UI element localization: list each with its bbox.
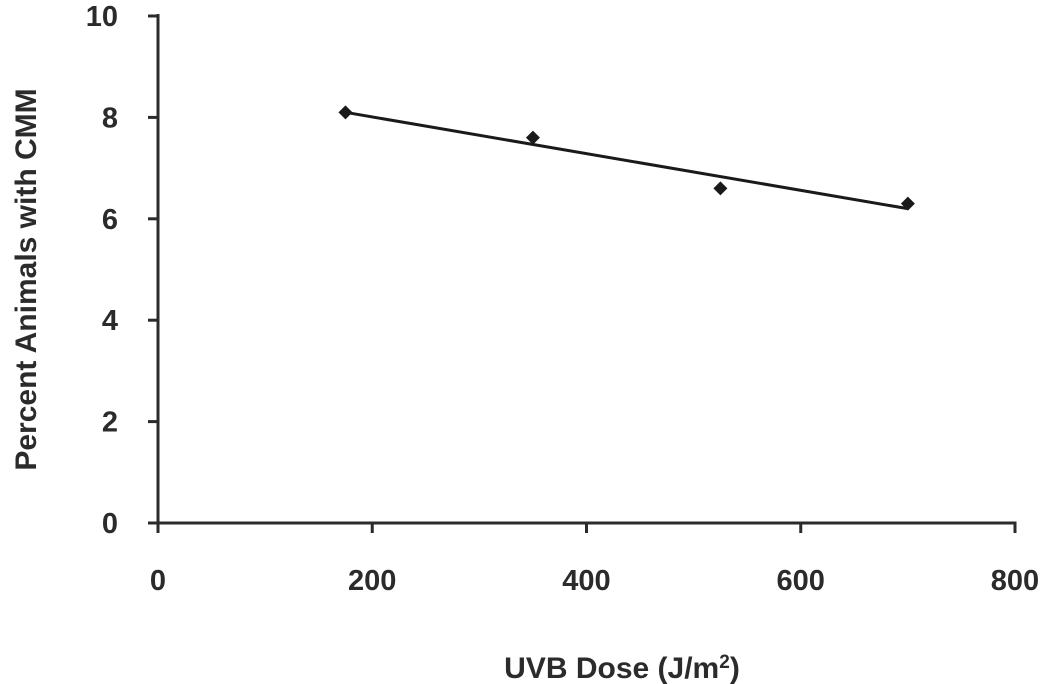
- trendline-group: [345, 110, 909, 211]
- tick-labels: 0 2 4 6 8 10 0 200 400 600 800: [86, 1, 1039, 597]
- y-tick-label: 8: [102, 102, 118, 134]
- y-axis-title: Percent Animals with CMM: [10, 88, 43, 470]
- data-points: [338, 105, 915, 211]
- x-tick-label: 200: [348, 565, 396, 597]
- data-point: [338, 105, 353, 120]
- axes: [148, 14, 1017, 533]
- y-tick-label: 4: [102, 305, 118, 337]
- y-tick-label: 6: [102, 204, 118, 236]
- x-axis-title-close: ): [730, 652, 740, 684]
- x-tick-label: 800: [991, 565, 1039, 597]
- x-axis-title-superscript: 2: [719, 652, 730, 673]
- y-tick-label: 10: [86, 1, 118, 33]
- data-point: [900, 196, 915, 211]
- x-tick-label: 600: [777, 565, 825, 597]
- y-tick-label: 0: [102, 508, 118, 540]
- y-tick-label: 2: [102, 407, 118, 439]
- x-axis-title-text: UVB Dose (J/m: [504, 652, 719, 684]
- trendline: [345, 110, 909, 211]
- x-tick-label: 0: [150, 565, 166, 597]
- data-point: [525, 130, 540, 145]
- x-tick-label: 400: [562, 565, 610, 597]
- x-axis-title: UVB Dose (J/m2): [504, 652, 740, 684]
- data-point: [713, 181, 728, 196]
